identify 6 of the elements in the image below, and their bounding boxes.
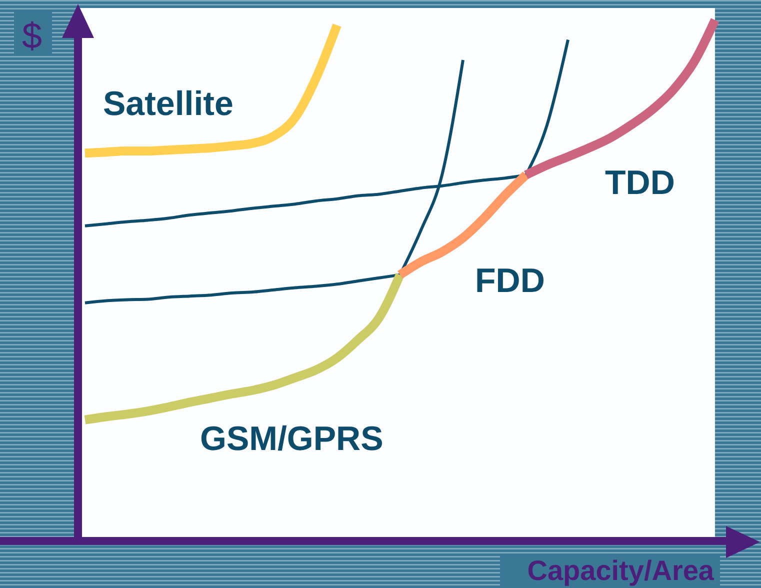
x-axis-title: Capacity/Area xyxy=(527,555,714,586)
series-label: FDD xyxy=(475,262,545,300)
series-label: Satellite xyxy=(103,85,234,124)
series-label: TDD xyxy=(605,164,675,202)
y-axis-title: $ xyxy=(22,15,42,56)
series-label: GSM/GPRS xyxy=(200,420,384,458)
